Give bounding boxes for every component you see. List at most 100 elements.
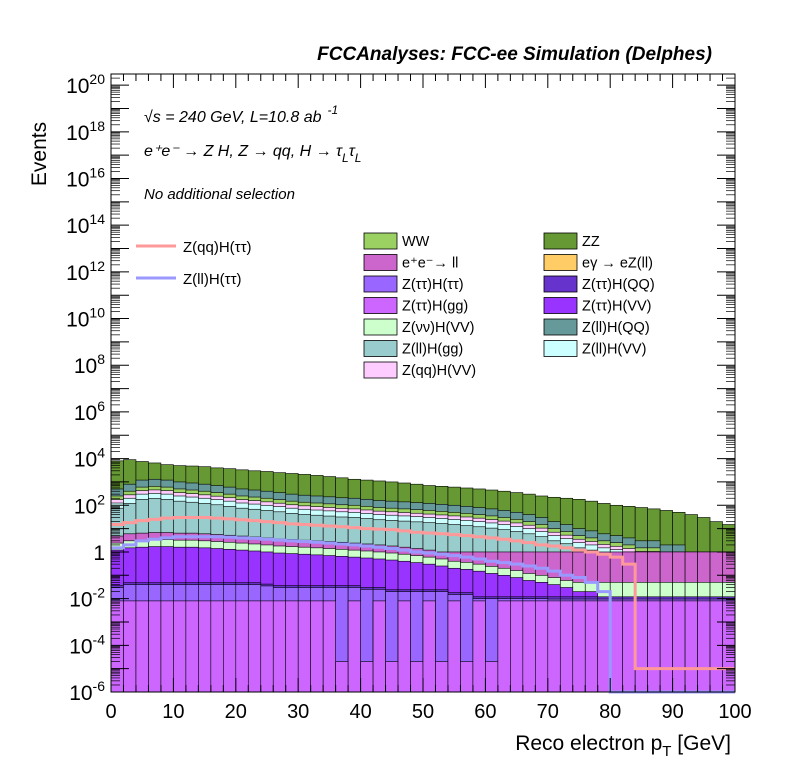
x-tick-label: 80 <box>599 701 621 723</box>
legend-swatch <box>363 361 398 379</box>
stack-bar <box>135 600 149 693</box>
header-title: FCCAnalyses: FCC-ee Simulation (Delphes) <box>317 44 712 65</box>
y-tick-label: 10-2 <box>69 585 105 612</box>
legend-swatch <box>543 275 578 293</box>
legend-label: eγ → eZ(ll) <box>582 256 653 272</box>
x-tick-label: 10 <box>162 701 184 723</box>
legend-label: Z(ττ)H(ττ) <box>402 277 464 293</box>
legend-swatch <box>363 232 398 250</box>
sqrt-symbol: √ <box>144 109 153 126</box>
stack-bar <box>173 600 187 693</box>
x-tick-label: 50 <box>412 701 434 723</box>
stack-bar <box>347 600 361 693</box>
selection-label: No additional selection <box>144 186 295 203</box>
y-tick-label: 108 <box>74 351 105 378</box>
y-tick-label: 1 <box>93 542 105 565</box>
x-axis-label: Reco electron pT [GeV] <box>515 732 731 760</box>
x-tick-label: 70 <box>537 701 559 723</box>
stack-bar <box>510 600 524 693</box>
legend-label: Z(ll)H(VV) <box>582 342 646 358</box>
y-tick-label: 1010 <box>66 305 105 332</box>
x-tick-label: 90 <box>661 701 683 723</box>
stack-bar <box>297 600 311 693</box>
x-tick-label: 30 <box>287 701 309 723</box>
sqrt-s-text: s = 240 GeV, L=10.8 ab <box>153 109 322 126</box>
stack-bar <box>597 600 611 693</box>
sqrt-s-label: √s = 240 GeV, L=10.8 ab -1 <box>144 103 338 126</box>
legend-swatch <box>543 254 578 271</box>
stack-bar <box>185 600 199 693</box>
stack-bar <box>447 600 461 693</box>
stack-bar <box>210 600 224 693</box>
y-tick-label: 104 <box>74 445 105 472</box>
stack-bar <box>584 600 599 693</box>
legend-overlay-label: Z(qq)H(ττ) <box>183 239 252 256</box>
process-label: e⁺e⁻ → Z H, Z → qq, H → τLτL <box>144 143 361 165</box>
stack-bar <box>522 600 536 693</box>
stack-bar <box>310 600 324 693</box>
stack-bar <box>335 661 349 693</box>
legend-swatch <box>543 318 578 336</box>
tau2-sub: L <box>355 151 362 165</box>
stack-bar <box>535 600 549 693</box>
stack-bar <box>684 600 698 693</box>
stack-bar <box>198 600 212 693</box>
legend-label: WW <box>402 234 430 250</box>
y-axis: 10-6 10-4 10-2 1 102 104 106 108 1010 1012 1014 101… <box>66 71 735 705</box>
stack-bar <box>397 600 411 693</box>
legend-label: Z(ll)H(gg) <box>402 342 463 358</box>
stack-bar <box>422 600 436 693</box>
overlay-lines <box>111 515 735 694</box>
stack-bar <box>235 600 249 693</box>
legend-label: ZZ <box>582 234 600 250</box>
stack-bar <box>497 600 511 693</box>
legend-swatch <box>363 254 398 271</box>
stack-bar <box>634 600 648 693</box>
stack-bar <box>659 600 673 693</box>
legend-label: e⁺e⁻→ ll <box>402 256 458 272</box>
tau1-sub: L <box>342 151 349 165</box>
stack-bar <box>247 600 262 693</box>
legend-label: Z(ll)H(QQ) <box>582 320 650 336</box>
stack-bar <box>472 600 486 693</box>
legend: Z(qq)H(ττ) Z(ll)H(ττ) WW e⁺e⁻→ ll Z(ττ)H(ττ)… <box>136 232 655 379</box>
overlay-line <box>111 515 735 671</box>
overlay-line <box>111 535 735 694</box>
y-tick-label: 1016 <box>66 165 105 192</box>
x-tick-label: 40 <box>349 701 371 723</box>
legend-swatch <box>363 340 398 357</box>
y-tick-label: 10-4 <box>69 631 105 658</box>
legend-label: Z(ττ)H(QQ) <box>582 277 655 293</box>
y-tick-label: 102 <box>74 491 105 518</box>
legend-label: Z(ττ)H(gg) <box>402 299 468 315</box>
legend-label: Z(qq)H(VV) <box>402 363 476 379</box>
y-tick-label: 1020 <box>66 71 105 98</box>
legend-swatch <box>543 297 578 314</box>
stack-bar <box>672 600 686 693</box>
legend-swatch <box>543 232 578 250</box>
stack-bar <box>547 600 561 693</box>
x-tick-label: 0 <box>105 701 116 723</box>
stack-bar <box>435 661 449 693</box>
stack-bar <box>385 661 399 693</box>
stack-bar <box>697 600 711 693</box>
stack-bar <box>360 661 374 693</box>
legend-overlay-label: Z(ll)H(ττ) <box>183 271 242 288</box>
legend-swatch <box>543 340 578 357</box>
stack-bar <box>285 600 299 693</box>
stack-bar <box>410 661 424 693</box>
stack-bar <box>260 600 274 693</box>
y-tick-label: 1014 <box>66 211 105 238</box>
stack-bar <box>709 600 723 693</box>
legend-swatch <box>363 318 398 336</box>
stack-bar <box>622 600 636 693</box>
legend-label: Z(νν)H(VV) <box>402 320 475 336</box>
stack-bar <box>372 600 386 693</box>
stack-bar <box>123 600 137 693</box>
legend-swatch <box>363 297 398 314</box>
y-axis-label: Events <box>28 122 51 186</box>
stack-bar <box>485 661 499 693</box>
stack-bar <box>148 600 162 693</box>
x-tick-label: 60 <box>474 701 496 723</box>
stack-bar <box>160 600 174 693</box>
